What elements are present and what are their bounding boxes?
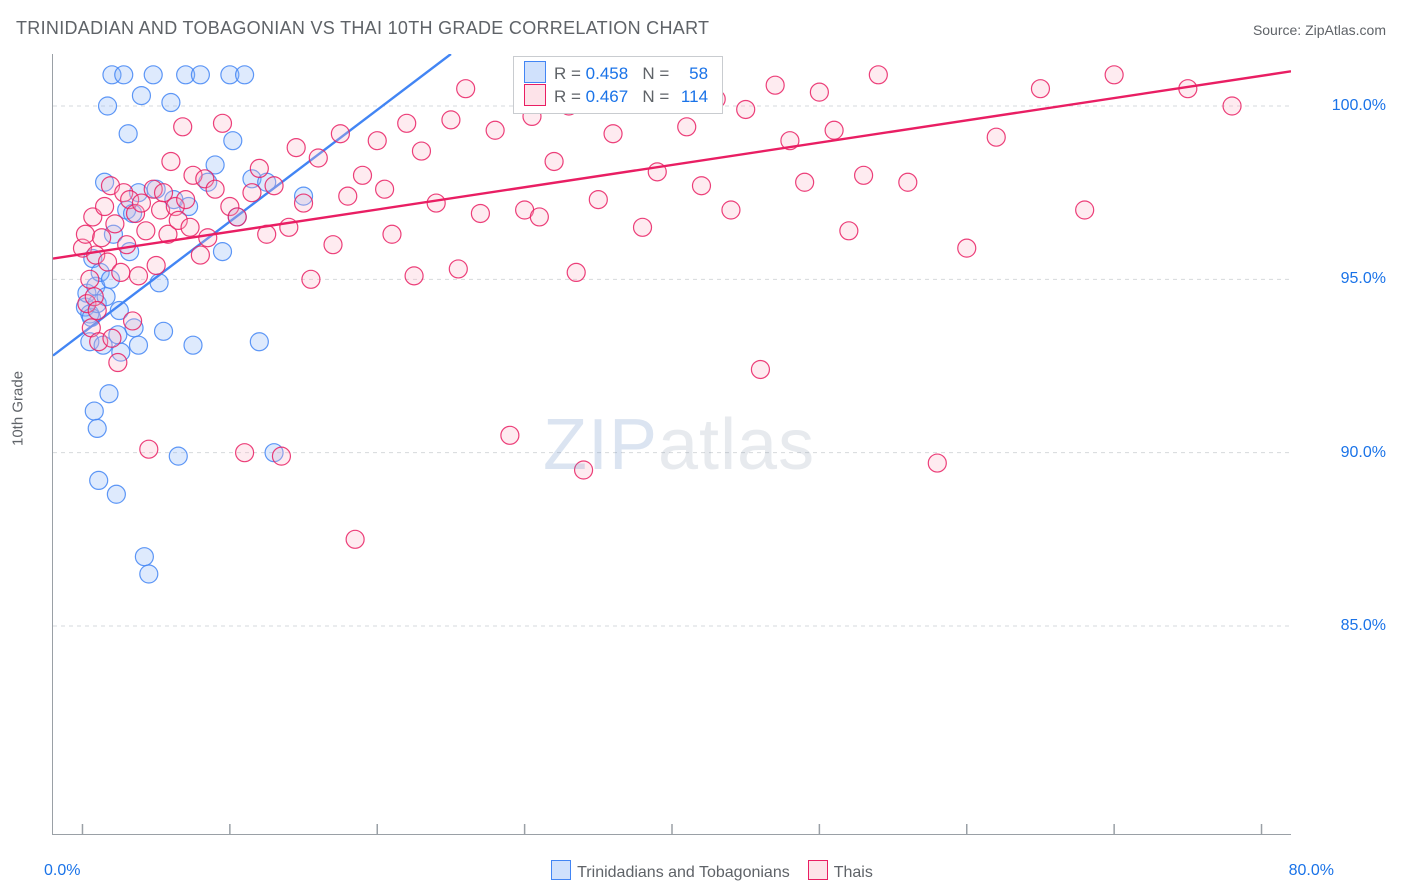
series-tt (53, 54, 451, 583)
swatch-thai (524, 84, 546, 106)
r-label: R = (554, 64, 586, 83)
chart-container: TRINIDADIAN AND TOBAGONIAN VS THAI 10TH … (0, 0, 1406, 892)
r-value: 0.458 (586, 64, 629, 83)
n-value: 58 (674, 64, 708, 84)
y-tick-label: 100.0% (1332, 97, 1386, 115)
y-axis-label: 10th Grade (10, 371, 27, 446)
y-tick-label: 90.0% (1341, 444, 1386, 462)
legend-swatch-thai (808, 860, 828, 880)
legend-label-thai: Thais (834, 864, 873, 881)
legend-label-tt: Trinidadians and Tobagonians (577, 864, 790, 881)
r-label: R = (554, 87, 586, 106)
stats-row-tt: R = 0.458 N = 58 (524, 61, 708, 84)
bottom-legend: Trinidadians and Tobagonians Thais (0, 860, 1406, 882)
source-label: Source: ZipAtlas.com (1253, 22, 1386, 38)
stats-legend-box: R = 0.458 N = 58R = 0.467 N = 114 (513, 56, 723, 114)
n-label: N = (642, 64, 674, 83)
n-label: N = (642, 87, 674, 106)
y-tick-label: 95.0% (1341, 270, 1386, 288)
r-value: 0.467 (586, 87, 629, 106)
stats-row-thai: R = 0.467 N = 114 (524, 84, 708, 107)
swatch-tt (524, 61, 546, 83)
y-tick-label: 85.0% (1341, 617, 1386, 635)
plot-area: ZIPatlas R = 0.458 N = 58R = 0.467 N = 1… (52, 54, 1291, 835)
chart-title: TRINIDADIAN AND TOBAGONIAN VS THAI 10TH … (16, 18, 709, 39)
legend-swatch-tt (551, 860, 571, 880)
plot-svg (53, 54, 1291, 834)
n-value: 114 (674, 87, 708, 107)
